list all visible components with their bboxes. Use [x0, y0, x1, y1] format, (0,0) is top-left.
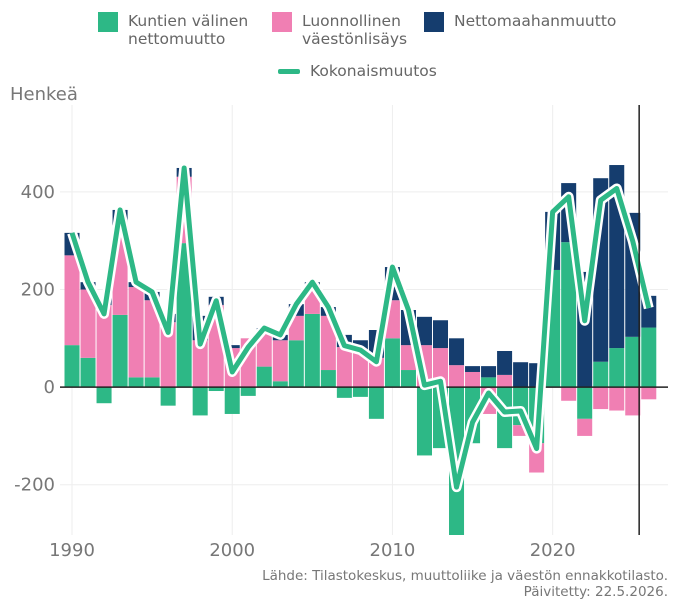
bar [384, 338, 400, 388]
legend-swatch [98, 12, 118, 32]
bar [449, 338, 465, 366]
y-tick-label: 0 [44, 377, 55, 398]
legend-label: Nettomaahanmuutto [454, 12, 617, 30]
bar [336, 347, 352, 388]
bar [192, 340, 208, 388]
x-tick-label: 2010 [370, 540, 416, 561]
y-tick-label: 400 [21, 182, 55, 203]
y-axis-label: Henkeä [10, 84, 78, 105]
updated: Päivitetty: 22.5.2026. [523, 584, 668, 600]
bar [64, 255, 80, 346]
bar [513, 425, 529, 436]
bar [449, 365, 465, 388]
bar [128, 377, 144, 388]
bar [176, 243, 192, 388]
bar [208, 387, 224, 392]
legend-swatch [272, 12, 292, 32]
bar [224, 387, 240, 414]
bar [160, 387, 176, 406]
bar [432, 320, 449, 349]
bar [272, 340, 288, 382]
bar [577, 387, 593, 419]
legend-item: Nettomaahanmuutto [424, 12, 616, 32]
bar [593, 387, 609, 410]
bar [64, 345, 80, 388]
bar [288, 340, 304, 388]
bar [96, 387, 112, 404]
bar [336, 387, 352, 398]
bar [416, 387, 432, 456]
bar [400, 370, 416, 388]
bar [625, 387, 641, 416]
y-tick-label: -200 [14, 475, 55, 496]
bar [320, 370, 336, 388]
bar [481, 377, 497, 388]
y-tick-label: 200 [21, 279, 55, 300]
legend-item: Kuntien välinen nettomuutto [98, 12, 268, 48]
bar [272, 381, 288, 388]
bar [224, 345, 240, 349]
bar [416, 316, 432, 346]
source: Lähde: Tilastokeskus, muuttoliike ja väe… [262, 568, 668, 584]
bar [577, 418, 593, 436]
line [69, 165, 652, 490]
bar [160, 322, 176, 388]
bar [112, 314, 128, 388]
bar [304, 313, 320, 388]
bar [497, 350, 513, 375]
bar [80, 289, 96, 358]
bar [609, 348, 625, 388]
bar [256, 366, 272, 388]
bar [144, 377, 160, 388]
bar [641, 327, 657, 388]
bar [96, 305, 112, 388]
legend-label: Kuntien välinen nettomuutto [128, 12, 249, 48]
legend-item: Luonnollinen väestönlisäys [272, 12, 417, 48]
bar [561, 387, 577, 401]
x-tick-label: 2000 [209, 540, 255, 561]
legend-label: Kokonaismuutos [310, 62, 437, 80]
bar [593, 361, 609, 388]
bar [465, 366, 481, 372]
x-tick-label: 1990 [49, 540, 95, 561]
bar [144, 300, 160, 378]
legend-swatch [278, 69, 300, 74]
bar [641, 387, 657, 400]
bar [481, 366, 497, 378]
bar [609, 387, 625, 411]
bar [465, 371, 481, 388]
bar [80, 357, 96, 388]
bar [625, 336, 641, 388]
bar [368, 387, 384, 419]
legend-swatch [424, 12, 444, 32]
bar [192, 387, 208, 416]
bar [240, 387, 256, 396]
bar [561, 242, 577, 388]
bar [497, 387, 513, 449]
bar [128, 287, 144, 378]
bar [497, 374, 513, 388]
bar [513, 362, 529, 388]
legend-label: Luonnollinen väestönlisäys [302, 12, 408, 48]
x-tick-label: 2020 [530, 540, 576, 561]
bar [352, 387, 368, 397]
bar [352, 351, 368, 388]
bar [320, 315, 336, 371]
legend-item: Kokonaismuutos [278, 62, 437, 80]
